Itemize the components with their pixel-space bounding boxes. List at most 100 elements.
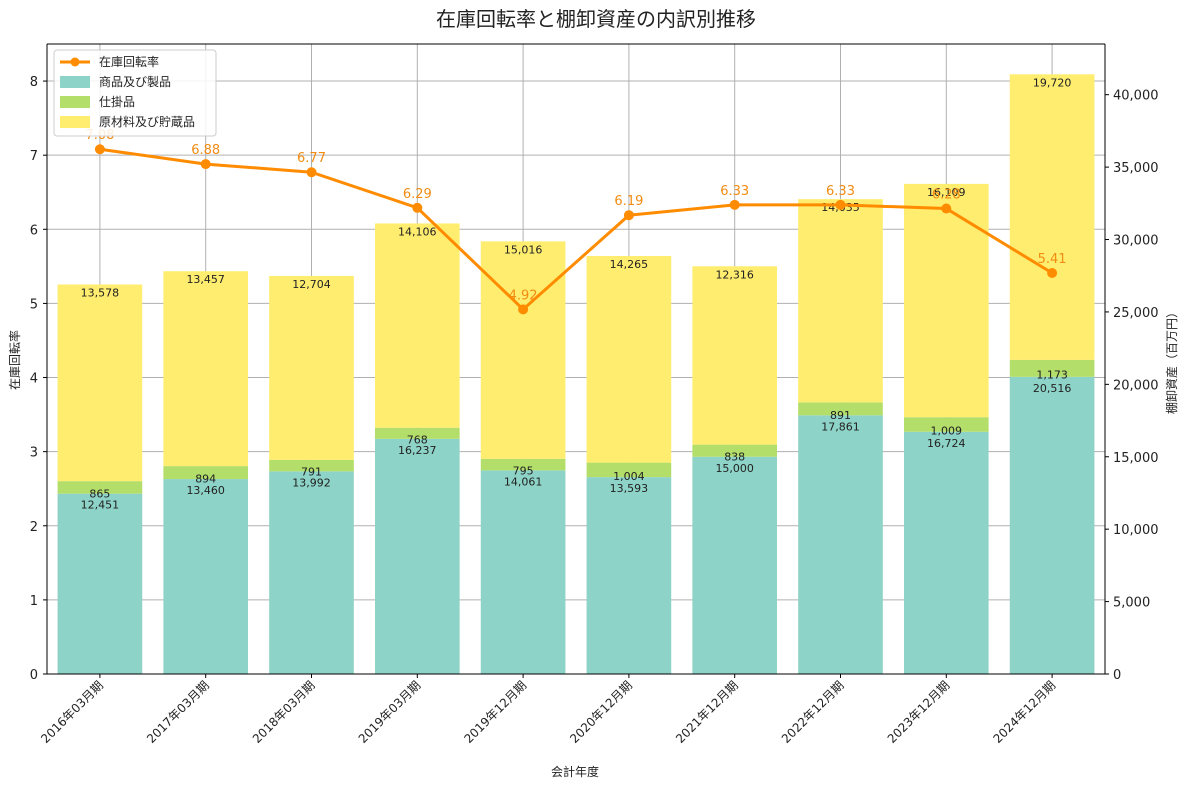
left-tick-label: 8 [30, 75, 38, 90]
left-tick-label: 7 [30, 149, 38, 164]
bar-value-label: 14,106 [398, 225, 437, 238]
bar-segment [163, 479, 249, 674]
y-axis-label-right: 棚卸資産（百万円） [1164, 306, 1179, 414]
legend-swatch [60, 76, 90, 88]
bar-value-label: 12,316 [715, 268, 754, 281]
legend-label: 仕掛品 [99, 94, 135, 109]
turnover-point [518, 304, 529, 315]
right-tick-label: 5,000 [1113, 596, 1150, 611]
bar-segment [1009, 359, 1095, 377]
bar-segment [586, 462, 672, 478]
turnover-value-label: 6.33 [720, 184, 749, 199]
turnover-value-label: 6.77 [297, 151, 326, 166]
bar-value-label: 795 [513, 465, 534, 478]
turnover-value-label: 6.29 [403, 187, 432, 202]
left-tick-label: 2 [30, 520, 38, 535]
turnover-value-label: 6.33 [826, 184, 855, 199]
bar-value-label: 17,861 [821, 420, 860, 433]
x-axis-label: 会計年度 [551, 764, 599, 779]
bar-value-label: 15,016 [504, 243, 543, 256]
turnover-value-label: 4.92 [509, 288, 538, 303]
legend-label: 商品及び製品 [99, 74, 171, 89]
x-tick-label: 2019年12月期 [461, 678, 529, 746]
turnover-value-label: 6.19 [614, 194, 643, 209]
bar-value-label: 1,173 [1036, 368, 1068, 381]
x-tick-label: 2018年03月期 [250, 678, 318, 746]
bar-segment [480, 470, 566, 674]
bar-segment [374, 438, 460, 674]
left-tick-label: 6 [30, 223, 38, 238]
bar-value-label: 14,265 [610, 258, 649, 271]
line-series: 7.086.886.776.294.926.196.336.336.285.41 [85, 128, 1067, 315]
bar-value-label: 12,704 [292, 278, 331, 291]
bar-segment [480, 241, 566, 459]
bar-segment [374, 223, 460, 428]
bar-segment [692, 266, 778, 445]
bar-value-label: 16,237 [398, 444, 437, 457]
left-tick-label: 0 [30, 668, 38, 683]
turnover-point [1047, 268, 1058, 279]
bar-segment [586, 477, 672, 674]
x-tick-label: 2019年03月期 [356, 678, 424, 746]
bar-value-label: 13,460 [186, 484, 225, 497]
turnover-point [941, 203, 952, 214]
bar-segment [1009, 74, 1095, 360]
right-tick-label: 0 [1113, 668, 1121, 683]
bar-segment [269, 275, 354, 460]
bar-segment [798, 402, 883, 416]
bar-segment [903, 417, 989, 432]
bar-segment [692, 456, 778, 674]
left-tick-label: 5 [30, 297, 38, 312]
bar-segment [692, 444, 778, 457]
x-tick-label: 2024年12月期 [990, 678, 1058, 746]
bar-segment [1009, 376, 1095, 674]
right-tick-label: 10,000 [1113, 523, 1159, 538]
legend-swatch [60, 96, 90, 108]
bar-segment [586, 255, 672, 463]
bar-segment [163, 466, 249, 480]
chart-title: 在庫回転率と棚卸資産の内訳別推移 [436, 7, 756, 31]
y-axis-label-left: 在庫回転率 [7, 330, 22, 390]
turnover-point [200, 159, 211, 170]
right-tick-label: 40,000 [1113, 89, 1159, 104]
bar-segment [269, 471, 354, 674]
bar-segment [374, 427, 460, 439]
bar-value-label: 891 [830, 409, 851, 422]
bar-value-label: 791 [301, 466, 322, 479]
turnover-value-label: 5.41 [1038, 252, 1067, 267]
legend-label: 原材料及び貯蔵品 [99, 115, 195, 129]
x-tick-label: 2016年03月期 [38, 678, 106, 746]
bar-segment [57, 493, 143, 674]
legend-marker [70, 57, 80, 67]
bar-value-label: 15,000 [715, 462, 754, 475]
x-tick-label: 2023年12月期 [885, 678, 953, 746]
bar-value-label: 865 [89, 487, 110, 500]
turnover-point [412, 202, 423, 213]
bar-segment [480, 458, 566, 471]
bar-value-label: 13,578 [81, 287, 120, 300]
bar-value-label: 16,724 [927, 437, 966, 450]
legend-box [53, 49, 217, 137]
left-tick-label: 3 [30, 446, 38, 461]
bar-value-label: 1,004 [613, 470, 645, 483]
bar-value-label: 12,451 [81, 499, 120, 512]
bar-series [57, 74, 1095, 674]
turnover-point [306, 167, 317, 178]
legend-swatch [60, 116, 90, 128]
bar-segment [903, 183, 989, 418]
turnover-point [94, 144, 105, 155]
right-tick-label: 30,000 [1113, 234, 1159, 249]
bar-segment [903, 431, 989, 674]
bar-value-label: 16,109 [927, 186, 966, 199]
right-tick-label: 35,000 [1113, 161, 1159, 176]
x-tick-label: 2017年03月期 [144, 678, 212, 746]
left-tick-label: 4 [30, 372, 38, 387]
bar-value-label: 19,720 [1033, 76, 1072, 89]
turnover-value-label: 6.28 [932, 188, 961, 203]
right-tick-label: 25,000 [1113, 306, 1159, 321]
x-tick-label: 2021年12月期 [673, 678, 741, 746]
